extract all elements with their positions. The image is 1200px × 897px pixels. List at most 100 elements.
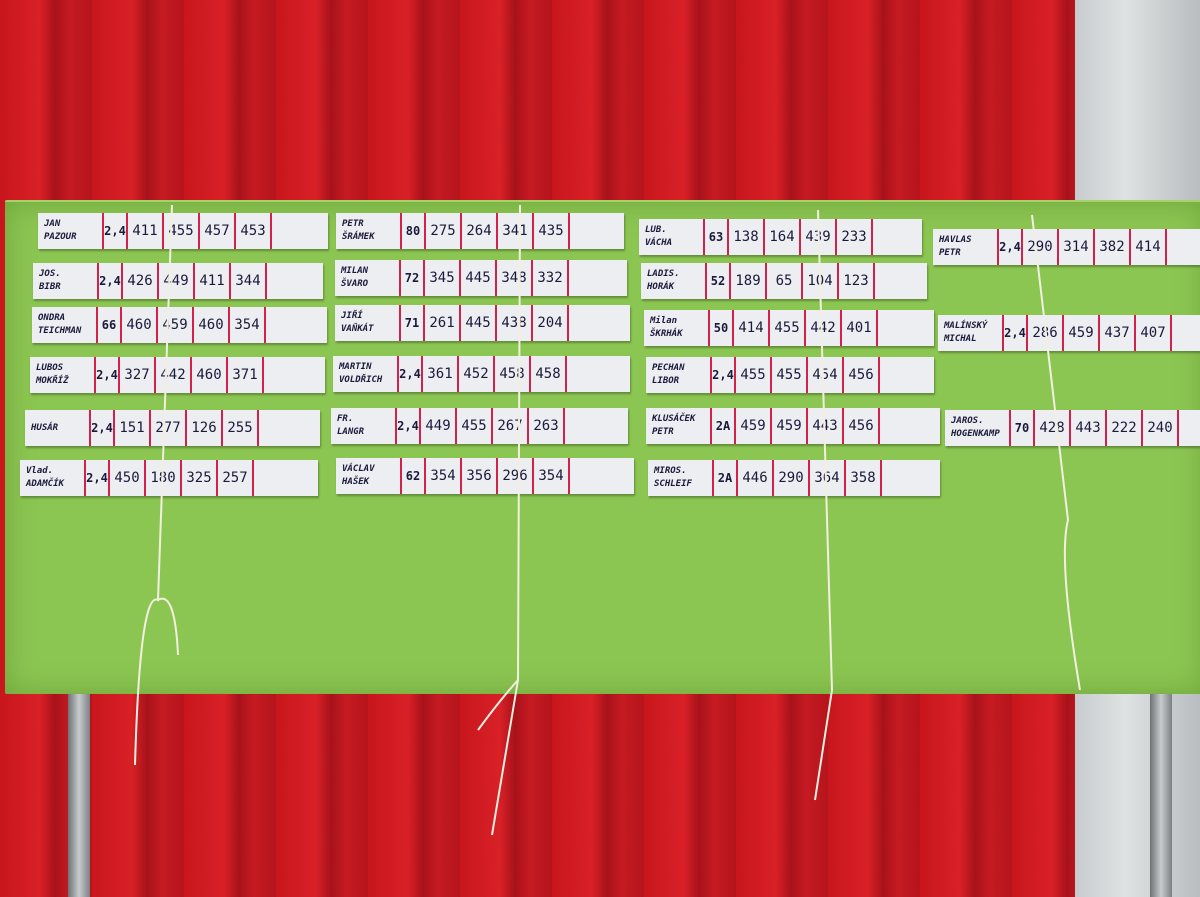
- competitor-name: HUSÁR: [25, 410, 91, 446]
- score: 164: [765, 219, 801, 255]
- competitor-name: Vlad. ADAMČÍK: [20, 460, 86, 496]
- category: 66: [98, 307, 122, 343]
- competitor-name: FR. LANGR: [331, 408, 397, 444]
- score: 445: [461, 305, 497, 341]
- score: 454: [808, 357, 844, 393]
- first-name: LADIS.: [647, 269, 680, 279]
- score: 452: [459, 356, 495, 392]
- score: 455: [457, 408, 493, 444]
- score: 453: [236, 213, 272, 249]
- category: 52: [707, 263, 731, 299]
- score-card: VÁCLAV HAŠEK 62 354 356 296 354: [336, 458, 634, 494]
- first-name: MIROS.: [654, 466, 687, 476]
- score: 290: [774, 460, 810, 496]
- competitor-name: MALÍNSKÝ MICHAL: [938, 315, 1004, 351]
- score: 435: [534, 213, 570, 249]
- category: 2,4: [712, 357, 736, 393]
- first-name: JAN: [44, 219, 61, 229]
- score-card: ONDRA TEICHMAN 66 460 459 460 354: [32, 307, 327, 343]
- last-name: VOLDŘICH: [339, 375, 383, 385]
- score: 458: [531, 356, 567, 392]
- score-card: JAROS. HOGENKAMP 70 428 443 222 240: [945, 410, 1200, 446]
- competitor-name: Milan ŠKRHÁK: [644, 310, 710, 346]
- score: 411: [128, 213, 164, 249]
- score: 382: [1095, 229, 1131, 265]
- last-name: PETR: [652, 427, 674, 437]
- score: 344: [231, 263, 267, 299]
- competitor-name: MILAN ŠVARO: [335, 260, 401, 296]
- score: 442: [806, 310, 842, 346]
- category: 62: [402, 458, 426, 494]
- score: 407: [1136, 315, 1172, 351]
- score: 411: [195, 263, 231, 299]
- score-card: LUBOS MOKŘÍŽ 2,4 327 442 460 371: [30, 357, 325, 393]
- category: 2,4: [96, 357, 120, 393]
- score: 257: [218, 460, 254, 496]
- score: 327: [120, 357, 156, 393]
- competitor-name: HAVLAS PETR: [933, 229, 999, 265]
- score: 455: [164, 213, 200, 249]
- category: 2,4: [1004, 315, 1028, 351]
- competitor-name: ONDRA TEICHMAN: [32, 307, 98, 343]
- score: 123: [839, 263, 875, 299]
- category: 2,4: [397, 408, 421, 444]
- score: 460: [122, 307, 158, 343]
- last-name: LANGR: [337, 427, 365, 437]
- category: 2,4: [999, 229, 1023, 265]
- category: 80: [402, 213, 426, 249]
- first-name: MALÍNSKÝ: [944, 321, 988, 331]
- first-name: HAVLAS: [939, 235, 972, 245]
- last-name: HOGENKAMP: [951, 429, 1000, 439]
- score: 455: [770, 310, 806, 346]
- competitor-name: VÁCLAV HAŠEK: [336, 458, 402, 494]
- score: 449: [421, 408, 457, 444]
- category: 2,4: [399, 356, 423, 392]
- competitor-name: JAN PAZOUR: [38, 213, 104, 249]
- last-name: BIBR: [39, 282, 61, 292]
- first-name: FR.: [337, 414, 354, 424]
- score: 459: [736, 408, 772, 444]
- score: 437: [1100, 315, 1136, 351]
- category: 2,4: [86, 460, 110, 496]
- score: 414: [734, 310, 770, 346]
- first-name: PECHAN: [652, 363, 685, 373]
- score: 371: [228, 357, 264, 393]
- score-card: HAVLAS PETR 2,4 290 314 382 414: [933, 229, 1200, 265]
- competitor-name: MARTIN VOLDŘICH: [333, 356, 399, 392]
- score: 426: [123, 263, 159, 299]
- score: 189: [731, 263, 767, 299]
- score: 290: [1023, 229, 1059, 265]
- score: 222: [1107, 410, 1143, 446]
- competitor-name: LADIS. HORÁK: [641, 263, 707, 299]
- competitor-name: KLUSÁČEK PETR: [646, 408, 712, 444]
- score-card: JOS. BIBR 2,4 426 449 411 344: [33, 263, 323, 299]
- last-name: PAZOUR: [44, 232, 77, 242]
- score: 354: [426, 458, 462, 494]
- first-name: LUBOS: [36, 363, 64, 373]
- first-name: JAROS.: [951, 416, 984, 426]
- score: 460: [192, 357, 228, 393]
- first-name: Vlad.: [26, 466, 54, 476]
- score: 460: [194, 307, 230, 343]
- score: 277: [151, 410, 187, 446]
- first-name: ONDRA: [38, 313, 66, 323]
- score: 261: [425, 305, 461, 341]
- category: 2,4: [104, 213, 128, 249]
- score-card: LADIS. HORÁK 52 189 65 104 123: [641, 263, 927, 299]
- score: 457: [200, 213, 236, 249]
- score: 459: [772, 408, 808, 444]
- first-name: LUB.: [645, 225, 667, 235]
- first-name: MILAN: [341, 266, 369, 276]
- first-name: PETR: [342, 219, 364, 229]
- score: 296: [498, 458, 534, 494]
- score: 354: [230, 307, 266, 343]
- score: 267: [493, 408, 529, 444]
- last-name: PETR: [939, 248, 961, 258]
- score: 138: [729, 219, 765, 255]
- string: [134, 204, 179, 766]
- last-name: SCHLEIF: [654, 479, 692, 489]
- competitor-name: JIŘÍ VAŇKÁT: [335, 305, 401, 341]
- score: 401: [842, 310, 878, 346]
- category: 2,4: [91, 410, 115, 446]
- score: 414: [1131, 229, 1167, 265]
